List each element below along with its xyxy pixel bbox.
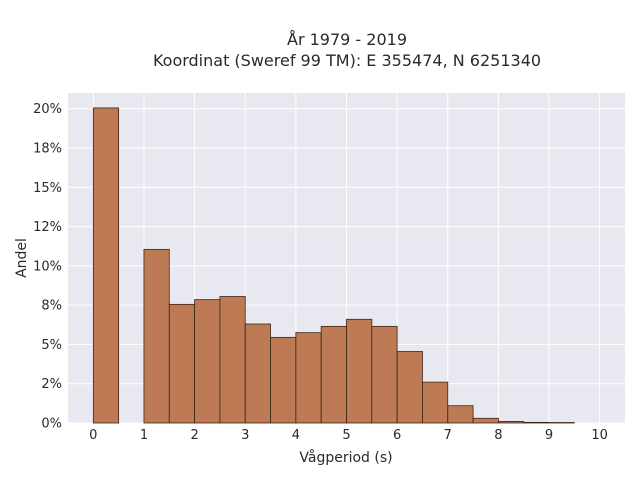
histogram-bar [346, 318, 373, 424]
histogram-bar [143, 248, 170, 424]
y-tick-label: 18% [33, 142, 62, 157]
x-tick-label: 4 [292, 428, 300, 443]
y-tick-label: 10% [33, 259, 62, 274]
bars [92, 107, 575, 424]
y-tick-label: 8% [41, 299, 62, 314]
x-tick-label: 7 [444, 428, 452, 443]
histogram-bar [194, 299, 221, 424]
y-tick-label: 20% [33, 102, 62, 117]
y-tick-label: 12% [33, 220, 62, 235]
y-tick-label: 5% [41, 338, 62, 353]
x-tick-label: 6 [393, 428, 401, 443]
histogram-bar [472, 417, 499, 424]
x-tick-label: 9 [545, 428, 553, 443]
histogram-bar [396, 351, 423, 424]
x-tick-labels: 0 1 2 3 4 5 6 7 8 9 10 [89, 428, 608, 443]
histogram-bar [295, 332, 322, 424]
x-tick-label: 3 [241, 428, 249, 443]
y-tick-label: 15% [33, 181, 62, 196]
histogram-bar [422, 381, 449, 424]
x-tick-label: 5 [342, 428, 350, 443]
chart-title-line1: År 1979 - 2019 [287, 30, 407, 49]
histogram-bar [523, 421, 550, 424]
y-tick-label: 0% [41, 417, 62, 432]
histogram-bar [270, 336, 297, 424]
histogram-bar [320, 325, 347, 424]
y-tick-labels: 0% 2% 5% 8% 10% 12% 15% 18% 20% [33, 102, 62, 431]
chart-title-line2: Koordinat (Sweref 99 TM): E 355474, N 62… [153, 51, 541, 70]
x-tick-label: 0 [89, 428, 97, 443]
x-tick-label: 10 [591, 428, 608, 443]
histogram-bar [168, 303, 195, 424]
histogram-bar [244, 323, 271, 424]
x-tick-label: 8 [494, 428, 502, 443]
histogram-bar [219, 296, 246, 424]
x-tick-label: 2 [190, 428, 198, 443]
x-tick-label: 1 [140, 428, 148, 443]
histogram-bar [498, 421, 525, 424]
histogram-bar [447, 405, 474, 424]
grid-lines [68, 93, 625, 424]
y-tick-label: 2% [41, 377, 62, 392]
histogram-bar [371, 325, 398, 424]
histogram-bar [92, 107, 120, 424]
x-axis-label: Vågperiod (s) [299, 449, 392, 466]
y-axis-label: Andel [14, 238, 30, 278]
